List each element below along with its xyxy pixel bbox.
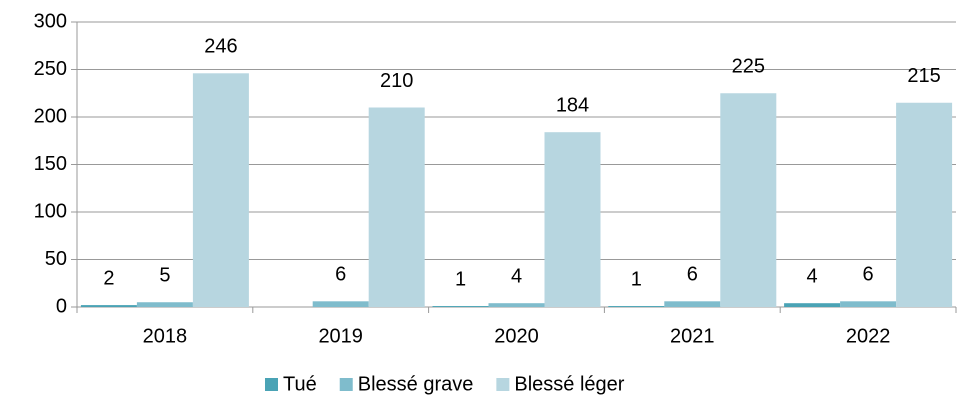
bar [312, 301, 369, 307]
bar [896, 102, 953, 307]
data-label: 1 [631, 268, 642, 290]
x-tick-label: 2022 [846, 325, 891, 347]
bar [664, 301, 721, 307]
y-tick-label: 150 [34, 153, 67, 175]
data-label: 6 [687, 264, 698, 286]
data-label: 225 [732, 56, 765, 78]
data-label: 4 [807, 265, 818, 287]
bar [720, 93, 777, 307]
bar [784, 303, 841, 307]
data-label: 5 [159, 265, 170, 287]
bar [432, 306, 489, 307]
data-label: 215 [907, 65, 940, 87]
bar [840, 301, 897, 307]
legend-label: Blessé léger [514, 373, 624, 395]
y-tick-label: 0 [56, 295, 67, 317]
legend-swatch [496, 378, 510, 391]
data-label: 210 [380, 70, 413, 92]
legend-swatch [339, 378, 353, 391]
y-tick-label: 300 [34, 10, 67, 32]
bar [136, 302, 193, 307]
data-label: 4 [511, 265, 522, 287]
bar [80, 305, 137, 307]
y-tick-label: 100 [34, 200, 67, 222]
data-label: 1 [455, 268, 466, 290]
bar [544, 132, 601, 307]
x-tick-label: 2018 [143, 325, 188, 347]
x-tick-label: 2020 [494, 325, 539, 347]
legend-label: Blessé grave [358, 373, 474, 395]
y-tick-label: 200 [34, 105, 67, 127]
x-tick-label: 2019 [318, 325, 363, 347]
x-tick-label: 2021 [670, 325, 715, 347]
data-label: 184 [556, 94, 589, 116]
data-label: 6 [335, 264, 346, 286]
y-tick-label: 250 [34, 58, 67, 80]
data-label: 6 [863, 264, 874, 286]
bar [608, 306, 665, 307]
y-tick-label: 50 [45, 248, 67, 270]
bar [192, 73, 249, 307]
data-label: 246 [204, 36, 237, 58]
bar [368, 107, 425, 307]
bar [488, 303, 545, 307]
data-label: 2 [103, 267, 114, 289]
legend-label: Tué [283, 373, 317, 395]
legend-swatch [265, 378, 278, 391]
